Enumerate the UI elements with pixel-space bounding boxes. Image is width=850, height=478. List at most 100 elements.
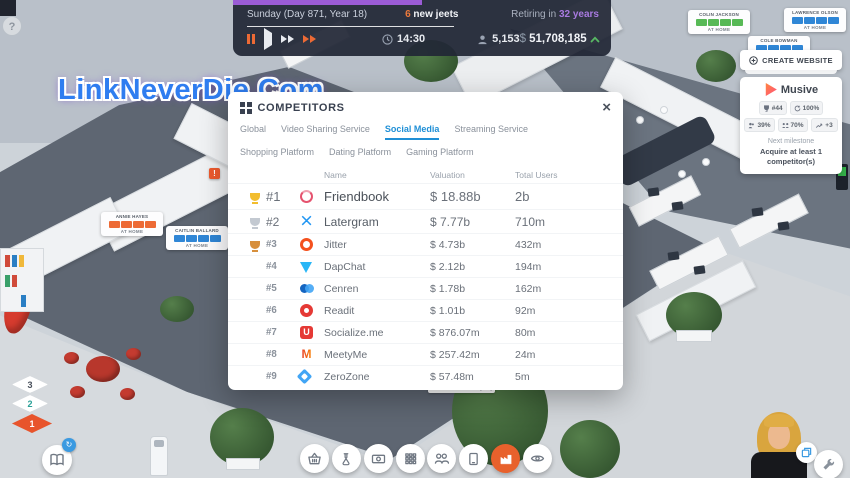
red-stool xyxy=(120,388,135,400)
monitor xyxy=(671,201,684,211)
company-card: Musive #44 100% 39% 70% xyxy=(740,77,842,175)
users-online-icon xyxy=(478,34,487,44)
employee-nameplate[interactable]: CAITLIN BALLARD AT HOME xyxy=(166,226,228,250)
users-icon xyxy=(749,122,755,128)
mobile-device-icon xyxy=(469,452,479,465)
modal-title: COMPETITORS xyxy=(257,102,345,114)
corner-ui-square xyxy=(0,0,16,16)
table-row[interactable]: #1 Friendbook $ 18.88b 2b xyxy=(228,183,623,209)
book-icon xyxy=(50,453,64,466)
cenren-logo-icon xyxy=(300,282,314,295)
employee-name: CAITLIN BALLARD xyxy=(175,228,219,233)
production-button[interactable] xyxy=(491,444,521,473)
currency-icon: $ xyxy=(519,33,527,45)
satisfaction-badge[interactable]: 100% xyxy=(789,101,824,115)
game-date: Sunday (Day 871, Year 18) xyxy=(247,9,368,20)
monitor xyxy=(667,251,680,261)
tab-video-sharing-service[interactable]: Video Sharing Service xyxy=(281,124,370,134)
plant xyxy=(560,420,620,478)
tab-dating-platform[interactable]: Dating Platform xyxy=(329,147,392,157)
company-name: Musive xyxy=(780,83,819,96)
pause-button[interactable] xyxy=(247,34,255,44)
employee-name: LAWRENCE OLSON xyxy=(792,10,838,15)
floor-button-2[interactable]: 2 xyxy=(12,395,48,412)
products-button[interactable] xyxy=(459,444,489,473)
plant xyxy=(160,296,194,322)
employee-nameplate[interactable]: LAWRENCE OLSON AT HOME xyxy=(784,8,846,32)
users-badge[interactable]: 39% xyxy=(744,118,775,132)
eye-icon xyxy=(530,455,545,462)
planter xyxy=(226,458,260,470)
employee-nameplate[interactable]: COLIN JACKSON AT HOME xyxy=(688,10,750,34)
finances-button[interactable] xyxy=(363,444,393,473)
topbar-divider xyxy=(247,26,454,27)
table-row[interactable]: #9 ZeroZone $ 57.48m 5m xyxy=(228,365,623,387)
build-mode-button[interactable] xyxy=(814,450,843,478)
bronze-trophy-icon xyxy=(250,240,260,252)
table-row[interactable]: #8 M MeetyMe $ 257.42m 24m xyxy=(228,343,623,365)
marketing-button[interactable] xyxy=(522,444,552,473)
employee-nameplate[interactable]: ANNIE HAYES AT HOME xyxy=(101,212,163,236)
team-icon xyxy=(781,122,789,128)
copy-layout-button[interactable] xyxy=(796,442,817,463)
competitor-category-tabs: Global Video Sharing Service Social Medi… xyxy=(228,118,623,161)
milestone-text: Acquire at least 1 competitor(s) xyxy=(759,147,823,167)
floor-button-1[interactable]: 1 xyxy=(12,414,52,433)
employee-badges xyxy=(169,234,225,242)
table-row[interactable]: #4 DapChat $ 2.12b 194m xyxy=(228,255,623,277)
tab-shopping-platform[interactable]: Shopping Platform xyxy=(240,147,315,157)
play-button[interactable] xyxy=(264,28,272,50)
chair xyxy=(636,116,644,124)
monitor xyxy=(693,265,706,275)
chart-icon xyxy=(816,123,823,128)
create-website-button[interactable]: CREATE WEBSITE xyxy=(740,50,842,70)
floor-selector: 3 2 1 xyxy=(12,374,52,435)
team-button[interactable] xyxy=(427,444,457,473)
employee-status: AT HOME xyxy=(120,229,144,234)
alert-marker[interactable]: ! xyxy=(209,168,220,179)
close-icon[interactable]: × xyxy=(602,99,611,116)
balance-readout: $ 51,708,185 xyxy=(520,33,600,45)
meetyme-logo-icon: M xyxy=(301,347,312,361)
features-button[interactable] xyxy=(395,444,425,473)
tab-social-media[interactable]: Social Media xyxy=(384,124,440,140)
research-button[interactable] xyxy=(331,444,361,473)
table-row[interactable]: #6 Readit $ 1.01b 92m xyxy=(228,299,623,321)
table-row[interactable]: #3 Jitter $ 4.73b 432m xyxy=(228,233,623,255)
sync-icon xyxy=(794,105,800,111)
clock-icon xyxy=(382,33,393,45)
chair xyxy=(678,170,686,178)
tab-gaming-platform[interactable]: Gaming Platform xyxy=(406,147,474,157)
assistant-avatar[interactable] xyxy=(748,412,810,478)
avatar-fringe xyxy=(764,414,794,427)
musive-logo-icon xyxy=(765,83,777,96)
growth-badge[interactable]: +3 xyxy=(810,118,838,132)
employee-status: AT HOME xyxy=(707,27,731,32)
table-header: Name Valuation Total Users xyxy=(228,167,623,183)
table-row[interactable]: #7 U Socialize.me $ 876.07m 80m xyxy=(228,321,623,343)
fast-forward-button[interactable] xyxy=(281,35,294,43)
tab-streaming-service[interactable]: Streaming Service xyxy=(454,124,528,134)
employee-name: ANNIE HAYES xyxy=(115,214,149,219)
col-name: Name xyxy=(324,170,347,180)
users-online-value: 5,153 xyxy=(492,33,520,45)
floor-button-3[interactable]: 3 xyxy=(12,376,48,393)
basket-icon xyxy=(308,452,321,464)
zerozone-logo-icon xyxy=(296,368,313,385)
fastest-speed-button[interactable] xyxy=(303,35,316,43)
employee-badges xyxy=(787,16,843,24)
employee-status: AT HOME xyxy=(185,243,209,248)
latergram-logo-icon: ⨉ xyxy=(301,214,312,228)
employee-name: COLE BOWMAN xyxy=(760,38,798,43)
team-badge[interactable]: 70% xyxy=(777,118,808,132)
chair xyxy=(702,158,710,166)
trash-bin xyxy=(150,436,168,476)
rank-badge[interactable]: #44 xyxy=(758,101,787,115)
game-time: 14:30 xyxy=(397,33,426,45)
tab-global[interactable]: Global xyxy=(240,124,267,134)
table-row[interactable]: #5 Cenren $ 1.78b 162m xyxy=(228,277,623,299)
wrench-icon xyxy=(823,458,835,470)
new-jeets-counter[interactable]: 6 new jeets xyxy=(405,9,459,20)
shop-button[interactable] xyxy=(300,444,329,473)
table-row[interactable]: #2 ⨉ Latergram $ 7.77b 710m xyxy=(228,209,623,233)
